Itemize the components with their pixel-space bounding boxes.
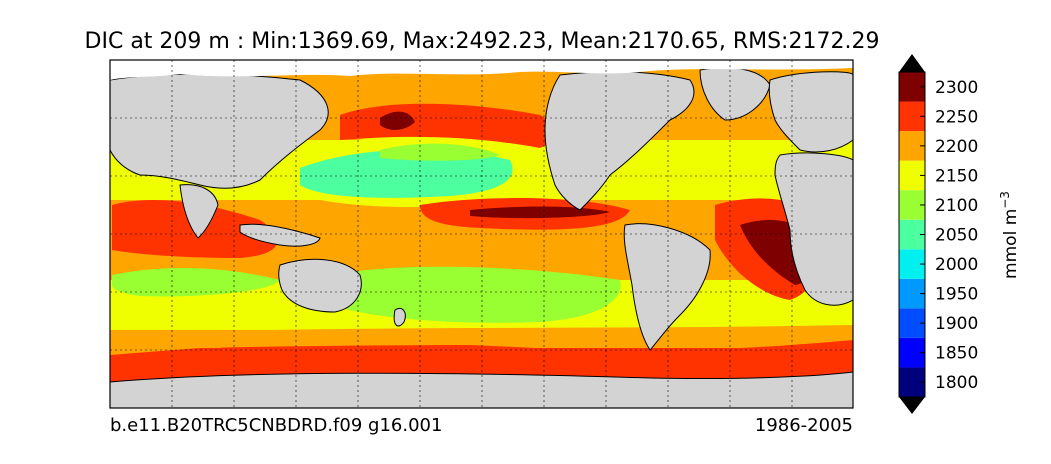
- land-africa: [774, 152, 853, 306]
- land-south-america: [623, 223, 711, 351]
- colorbar-label: mmol m−3: [998, 191, 1021, 279]
- southern-ocean-orange-strip: [110, 325, 853, 355]
- colorbar-over-arrow: [899, 54, 925, 72]
- land-eurasia: [768, 71, 853, 153]
- north-pacific-green-2100: [380, 143, 500, 161]
- period-label: 1986-2005: [755, 415, 853, 436]
- north-pacific-darkred: [380, 111, 415, 130]
- colorbar-tick-label: 2200: [935, 137, 978, 157]
- map-frame: [109, 59, 854, 409]
- colorbar-tick-label: 1800: [935, 373, 978, 393]
- colorbar-tick-label: 2100: [935, 196, 978, 216]
- colorbar-unit: mmol m: [1001, 209, 1021, 279]
- gridlines: [110, 60, 853, 408]
- south-pacific-green: [330, 266, 621, 323]
- colorbar-tick-label: 2250: [935, 107, 978, 127]
- colorbar-tick-label: 1950: [935, 285, 978, 305]
- indian-ocean-green: [112, 268, 280, 297]
- colorbar-unit-exponent: −3: [998, 191, 1012, 209]
- case-name-label: b.e11.B20TRC5CNBDRD.f09 g16.001: [110, 415, 442, 436]
- north-pacific-green-2050: [300, 149, 513, 198]
- colorbar-tick-label: 2150: [935, 166, 978, 186]
- colorbar-under-arrow: [899, 397, 925, 414]
- equatorial-darkred-core: [470, 206, 610, 219]
- colorbar-ticks: 1800 1850 1900 1950 2000 2050 2100 2150 2200 2250…: [920, 78, 978, 393]
- map-panel: [109, 59, 854, 409]
- colorbar-tick-label: 2000: [935, 255, 978, 275]
- land-indonesia: [239, 223, 321, 247]
- colorbar: 1800 1850 1900 1950 2000 2050 2100 2150 2200 2250…: [898, 54, 1021, 414]
- land-india: [179, 184, 219, 239]
- land-australia: [278, 258, 362, 313]
- colorbar-tick-label: 1900: [935, 314, 978, 334]
- land-new-zealand: [393, 307, 406, 327]
- figure-title: DIC at 209 m : Min:1369.69, Max:2492.23,…: [85, 29, 880, 54]
- colorbar-tick-label: 2050: [935, 226, 978, 246]
- colorbar-tick-label: 1850: [935, 344, 978, 364]
- colorbar-tick-label: 2300: [935, 78, 978, 98]
